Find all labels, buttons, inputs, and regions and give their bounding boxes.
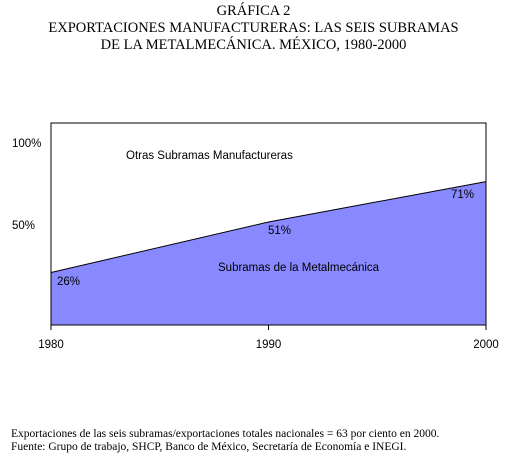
point-label-1980: 26% <box>57 276 80 288</box>
point-label-2000: 71% <box>451 189 474 201</box>
y-tick-100: 100% <box>12 138 41 150</box>
chart-title-line-2: EXPORTACIONES MANUFACTURERAS: LAS SEIS S… <box>48 20 459 36</box>
series-label-metalmecanica: Subramas de la Metalmecánica <box>218 262 380 274</box>
x-tick-1990: 1990 <box>256 339 282 351</box>
series-boundary-line <box>50 181 487 273</box>
y-tick-50: 50% <box>12 220 35 232</box>
x-tick-1980: 1980 <box>38 339 64 351</box>
footnote-ratio: Exportaciones de las seis subramas/expor… <box>11 428 440 440</box>
series-label-otras: Otras Subramas Manufactureras <box>126 150 293 162</box>
point-label-1990: 51% <box>268 225 291 237</box>
x-tick-2000: 2000 <box>473 339 499 351</box>
area-subramas-metalmecanica <box>51 181 486 325</box>
footnote-source: Fuente: Grupo de trabajo, SHCP, Banco de… <box>11 441 407 453</box>
chart-title-line-3: DE LA METALMECÁNICA. MÉXICO, 1980-2000 <box>100 37 407 53</box>
chart-title-line-1: GRÁFICA 2 <box>216 3 291 19</box>
x-axis-ticks: 1980 1990 2000 <box>38 325 499 351</box>
